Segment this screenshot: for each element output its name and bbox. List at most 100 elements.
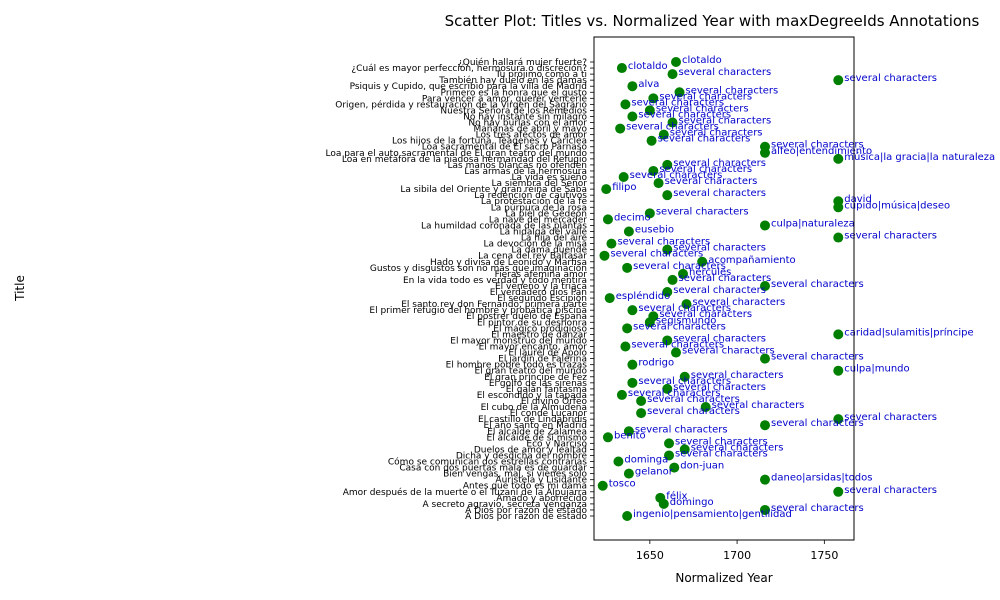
point-annotation: several characters <box>771 279 864 290</box>
y-tick-labels: ¿Quién hallará mujer fuerte?¿Cuál es may… <box>326 57 594 522</box>
y-tick-label: La hidalga del valle <box>500 227 588 237</box>
y-tick-label: La devoción de la misa <box>484 239 587 250</box>
data-point <box>646 135 657 146</box>
data-point <box>700 402 711 413</box>
y-tick-label: Fieras afemina amor <box>495 270 588 280</box>
data-point <box>681 299 692 310</box>
y-tick-label: Amor después de la muerte o el Tuzaní de… <box>343 487 587 498</box>
y-tick-label: No hay instante sin milagro <box>463 112 587 122</box>
point-annotation: several characters <box>631 340 724 351</box>
data-point <box>602 432 613 443</box>
data-point <box>833 486 844 497</box>
y-tick-label: A secreto agravio, secreta venganza <box>423 500 587 510</box>
point-annotation: eusebio <box>635 224 674 235</box>
y-tick-label: Casa con dos puertas mala es de guardar <box>399 464 587 474</box>
point-annotation: ingenio|pensamiento|gentilidad <box>633 509 792 520</box>
y-tick-label: ¿Cuál es mayor perfección, hermosura o d… <box>351 63 587 74</box>
data-point <box>679 444 690 455</box>
point-annotation: gelanor <box>635 467 674 478</box>
data-point <box>667 117 678 128</box>
data-point <box>671 57 682 67</box>
y-tick-label: El divino Orfeo <box>521 397 588 407</box>
y-tick-label: A Dios por razón de estado <box>465 505 587 516</box>
y-tick-label: El segundo Escipión <box>497 293 587 304</box>
point-annotation: domingo <box>670 497 714 508</box>
point-annotation: several characters <box>844 485 937 496</box>
point-annotation: several characters <box>656 103 749 114</box>
y-tick-label: También hay duelo en las damas <box>438 75 587 86</box>
y-tick-label: El pintor de su deshonra <box>477 318 587 328</box>
y-tick-label: Las manos blancas no ofenden <box>447 161 587 171</box>
data-point <box>620 341 631 352</box>
point-annotation: several characters <box>628 388 721 399</box>
y-tick-label: El galán fantasma <box>506 385 587 395</box>
y-tick-label: El castillo de Lindabridis <box>478 415 587 425</box>
point-annotation: several characters <box>673 382 766 393</box>
point-annotation: several characters <box>630 170 723 181</box>
point-annotation: several characters <box>631 97 724 108</box>
y-tick-label: La piel de Gedeón <box>505 208 587 219</box>
data-point <box>833 75 844 86</box>
point-annotation: several characters <box>635 424 728 435</box>
y-tick-label: El gran teatro del mundo <box>474 367 587 377</box>
data-point <box>664 450 675 461</box>
y-tick-label: Psiquis y Cupido, que escribió para la v… <box>350 81 587 92</box>
data-point <box>648 93 659 104</box>
y-tick-label: El cubo de la Almudena <box>481 403 587 413</box>
y-tick-label: Loa para el auto sacramental de El gran … <box>326 149 588 159</box>
point-annotation: several characters <box>633 321 726 332</box>
point-annotation: hércules <box>689 266 731 278</box>
y-tick-label: La humildad coronada de las plantas <box>421 221 587 231</box>
y-tick-label: A Dios por razón de estado <box>465 511 587 522</box>
point-annotation: several characters <box>659 164 752 175</box>
point-annotation: culpa|naturaleza <box>771 218 855 229</box>
point-annotation: don-juan <box>680 461 724 472</box>
point-annotation: dominga <box>624 455 668 466</box>
data-point <box>648 165 659 176</box>
y-tick-label: La hija del aire <box>521 234 588 244</box>
y-tick-label: Tu prójimo como a ti <box>494 69 587 80</box>
data-point <box>662 190 673 201</box>
data-point <box>667 274 678 285</box>
data-point <box>636 408 647 419</box>
y-tick-label: El escondido y la tapada <box>477 391 587 401</box>
data-point <box>833 202 844 213</box>
y-tick-label: Los hijos de la fortuna, Teágenes y Cari… <box>392 137 587 147</box>
point-annotation: música|la gracia|la naturaleza <box>844 151 995 163</box>
data-point <box>662 244 673 255</box>
point-annotation: caridad|sulamitis|príncipe <box>844 326 973 338</box>
data-point <box>674 87 685 98</box>
y-tick-label: La siembra del Señor <box>492 179 588 189</box>
data-point <box>618 172 629 183</box>
point-annotation: several characters <box>771 503 864 514</box>
y-tick-label: El postrer duelo de España <box>466 312 587 322</box>
y-tick-label: Origen, pérdida y restauración de la Vir… <box>335 99 587 110</box>
point-annotation: several characters <box>659 91 752 102</box>
y-tick-label: El año santo en Madrid <box>484 421 587 431</box>
x-tick-label: 1650 <box>636 549 664 562</box>
point-annotation: tosco <box>609 479 636 490</box>
point-annotation: several characters <box>633 261 726 272</box>
y-tick-label: Cómo se comunican dos estrellas contrari… <box>388 457 587 468</box>
data-point <box>760 353 771 364</box>
data-point <box>697 256 708 267</box>
data-point <box>658 129 669 140</box>
y-tick-label: Loa en metáfora de la piadosa hermandad … <box>342 155 588 165</box>
data-points <box>597 57 844 521</box>
point-annotation: several characters <box>712 400 805 411</box>
point-annotation: alfeo|entendimiento <box>771 146 872 157</box>
y-tick-label: El golfo de las sirenas <box>489 379 587 389</box>
point-annotation: several characters <box>673 158 766 169</box>
chart-title: Scatter Plot: Titles vs. Normalized Year… <box>445 12 980 30</box>
point-annotation: david <box>844 194 872 205</box>
data-point <box>664 438 675 449</box>
y-tick-label: El maestro de danzar <box>491 330 587 340</box>
data-point <box>627 359 638 370</box>
data-point <box>760 420 771 431</box>
data-point <box>833 232 844 243</box>
y-tick-label: El hombre pobre todo es trazas <box>446 361 588 371</box>
data-point <box>636 395 647 406</box>
y-tick-label: ¿Quién hallará mujer fuerte? <box>458 57 587 68</box>
